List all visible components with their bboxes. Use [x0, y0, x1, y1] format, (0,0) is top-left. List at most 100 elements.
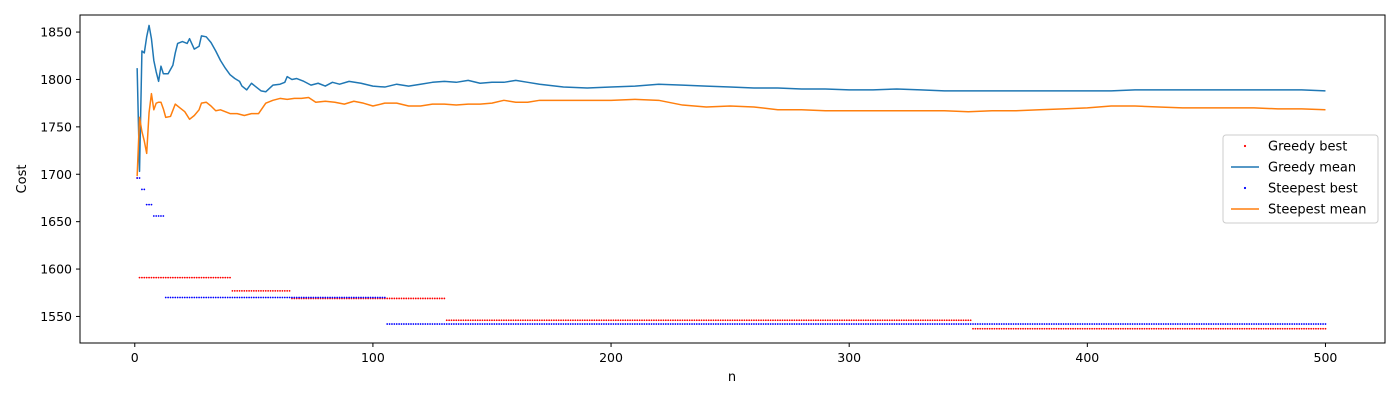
steepest-best-point — [633, 323, 636, 325]
greedy-best-point — [424, 297, 427, 300]
greedy-best-point — [1074, 327, 1077, 330]
greedy-best-point — [698, 319, 701, 322]
steepest-best-point — [393, 323, 396, 325]
steepest-best-point — [238, 296, 241, 299]
steepest-best-point — [500, 323, 503, 325]
steepest-best-point — [1293, 323, 1296, 325]
greedy-best-point — [264, 289, 267, 292]
greedy-best-point — [900, 319, 903, 322]
steepest-best-point — [381, 296, 384, 299]
steepest-best-point — [1250, 323, 1253, 325]
greedy-best-point — [1131, 327, 1134, 330]
greedy-best-point — [779, 319, 782, 322]
steepest-best-point — [348, 296, 350, 299]
steepest-best-point — [617, 323, 620, 325]
steepest-best-point — [774, 323, 777, 325]
steepest-best-point — [850, 323, 853, 325]
greedy-best-point — [474, 319, 477, 322]
greedy-best-point — [1115, 327, 1117, 330]
greedy-best-point — [138, 276, 141, 279]
steepest-best-point — [1200, 323, 1203, 325]
greedy-best-point — [822, 319, 824, 322]
greedy-best-point — [1079, 327, 1082, 330]
greedy-best-point — [1100, 327, 1103, 330]
steepest-best-point — [1088, 323, 1091, 325]
greedy-best-point — [1019, 327, 1022, 330]
steepest-best-point — [679, 323, 682, 325]
greedy-best-point — [960, 319, 963, 322]
steepest-best-point — [1003, 323, 1005, 325]
x-tick-label: 500 — [1314, 350, 1338, 365]
greedy-best-point — [502, 319, 505, 322]
steepest-best-point — [1245, 323, 1248, 325]
steepest-best-point — [588, 323, 591, 325]
x-axis: 0 100 200 300 400 500 — [131, 343, 1338, 365]
greedy-best-point — [1117, 327, 1120, 330]
steepest-best-point — [398, 323, 401, 325]
steepest-best-point — [1212, 323, 1215, 325]
greedy-best-point — [286, 289, 289, 292]
steepest-best-point — [207, 296, 210, 299]
steepest-best-point — [843, 323, 846, 325]
y-axis: 1550 1600 1650 1700 1750 1800 1850 — [40, 25, 80, 324]
greedy-best-point — [283, 289, 286, 292]
greedy-best-point — [791, 319, 793, 322]
steepest-best-point — [612, 323, 615, 325]
greedy-best-point — [1324, 327, 1327, 330]
steepest-best-point — [1319, 323, 1322, 325]
greedy-best-point — [507, 319, 510, 322]
greedy-best-point — [879, 319, 882, 322]
greedy-best-point — [1229, 327, 1232, 330]
greedy-best-point — [1072, 327, 1074, 330]
greedy-best-point — [1188, 327, 1191, 330]
steepest-best-point — [864, 323, 867, 325]
steepest-best-point — [426, 323, 429, 325]
steepest-best-point — [283, 296, 286, 299]
steepest-best-point — [955, 323, 958, 325]
greedy-best-point — [800, 319, 803, 322]
steepest-best-point — [562, 323, 565, 325]
greedy-best-point — [1062, 327, 1065, 330]
steepest-best-point — [934, 323, 936, 325]
greedy-best-point — [714, 319, 717, 322]
steepest-best-point — [893, 323, 896, 325]
steepest-best-point — [391, 323, 393, 325]
steepest-best-point — [776, 323, 779, 325]
steepest-best-point — [1129, 323, 1132, 325]
greedy-best-point — [1093, 327, 1096, 330]
greedy-best-point — [905, 319, 908, 322]
greedy-best-point — [1026, 327, 1029, 330]
steepest-best-point — [1169, 323, 1172, 325]
greedy-best-point — [1098, 327, 1101, 330]
steepest-best-point — [1079, 323, 1082, 325]
steepest-best-point — [714, 323, 717, 325]
steepest-best-point — [841, 323, 843, 325]
greedy-best-point — [884, 319, 886, 322]
steepest-best-point — [1064, 323, 1067, 325]
steepest-best-point — [1048, 323, 1051, 325]
greedy-best-point — [834, 319, 836, 322]
greedy-best-point — [543, 319, 546, 322]
steepest-best-point — [948, 323, 951, 325]
steepest-best-point — [664, 323, 667, 325]
steepest-best-point — [905, 323, 908, 325]
steepest-best-point — [405, 323, 408, 325]
greedy-best-point — [910, 319, 912, 322]
greedy-best-point — [488, 319, 491, 322]
greedy-best-point — [953, 319, 955, 322]
steepest-best-point — [895, 323, 898, 325]
greedy-best-point — [169, 276, 172, 279]
steepest-best-point — [807, 323, 810, 325]
steepest-best-point — [1205, 323, 1208, 325]
greedy-best-point — [826, 319, 829, 322]
greedy-best-point — [162, 276, 165, 279]
greedy-best-point — [438, 297, 441, 300]
steepest-best-point — [1095, 323, 1098, 325]
greedy-best-point — [1067, 327, 1070, 330]
greedy-best-point — [874, 319, 877, 322]
steepest-best-point — [1100, 323, 1103, 325]
greedy-best-point — [703, 319, 705, 322]
steepest-best-point — [1122, 323, 1124, 325]
greedy-best-point — [205, 276, 208, 279]
steepest-best-point — [236, 296, 239, 299]
